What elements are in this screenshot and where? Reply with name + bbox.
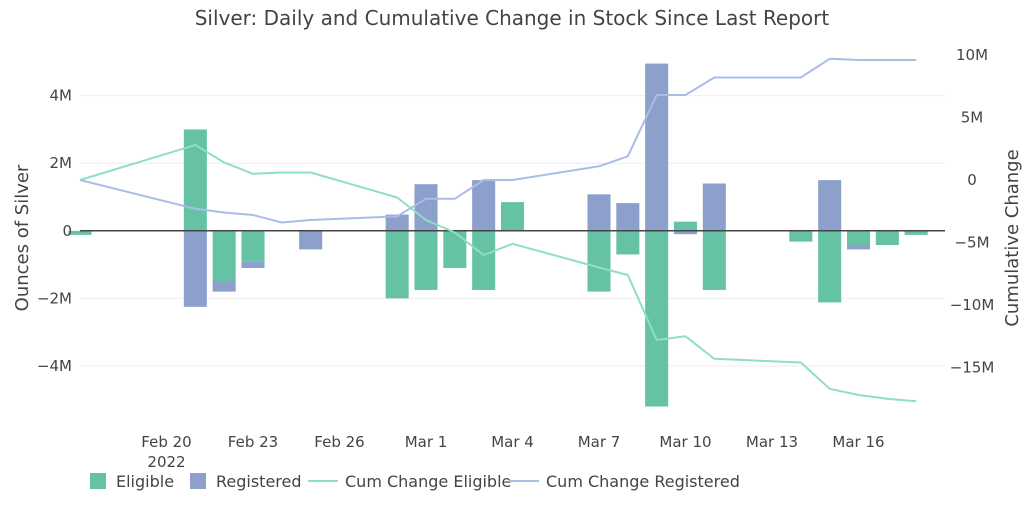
bar-registered-13: [645, 63, 669, 231]
bar-registered-17: [818, 180, 842, 231]
bar-eligible-11: [587, 230, 611, 292]
bar-registered-2: [212, 281, 236, 292]
bar-eligible-19: [875, 230, 899, 245]
y-tick-label-2: 0: [62, 222, 72, 240]
y-axis: 4M 2M 0 −2M −4M: [37, 87, 72, 375]
y-tick-label-3: −2M: [37, 289, 72, 307]
y-tick-label-1: 2M: [50, 154, 73, 172]
legend-swatch-registered: [190, 473, 206, 489]
bar-eligible-6: [385, 230, 409, 299]
y2-tick-label-5: −15M: [950, 359, 995, 377]
y2-tick-label-4: −10M: [950, 296, 995, 314]
x-tick-label-8: Mar 16: [832, 433, 884, 451]
legend-swatch-eligible: [90, 473, 106, 489]
bar-registered-11: [587, 194, 611, 231]
bar-registered-1: [183, 230, 207, 307]
bar-eligible-13: [645, 230, 669, 407]
legend-label-eligible: Eligible: [116, 472, 174, 491]
bar-eligible-18: [846, 230, 871, 247]
x-tick-label-1: Feb 23: [228, 433, 278, 451]
y-axis-title: Ounces of Silver: [12, 164, 33, 311]
bar-eligible-14: [673, 221, 698, 231]
bar-eligible-16: [789, 230, 813, 242]
lines: [79, 57, 917, 403]
bar-eligible-15: [702, 230, 726, 290]
y2-axis: 10M 5M 0 −5M −10M −15M: [950, 46, 995, 377]
bar-eligible-20: [904, 230, 928, 235]
bar-registered-6: [385, 214, 409, 231]
bar-registered-18: [846, 246, 871, 250]
legend-label-cum-change-eligible: Cum Change Eligible: [345, 472, 511, 491]
legend-label-registered: Registered: [216, 472, 302, 491]
bar-eligible-1: [183, 129, 207, 231]
x-tick-label-3: Mar 1: [405, 433, 448, 451]
bar-eligible-9: [472, 230, 496, 290]
y2-tick-label-3: −5M: [954, 234, 989, 252]
x-tick-label-5: Mar 7: [578, 433, 621, 451]
x-tick-label-0: Feb 20: [141, 433, 191, 451]
chart-title: Silver: Daily and Cumulative Change in S…: [195, 6, 830, 30]
y2-tick-label-2: 0: [967, 171, 977, 189]
bar-registered-9: [472, 180, 496, 231]
line-cum-change-eligible: [79, 144, 917, 403]
x-tick-label-7: Mar 13: [746, 433, 798, 451]
y-tick-label-0: 4M: [50, 87, 73, 105]
y2-axis-title: Cumulative Change: [1002, 149, 1023, 326]
x-tick-label-4: Mar 4: [491, 433, 534, 451]
bar-eligible-12: [616, 230, 640, 255]
bar-registered-7: [414, 184, 438, 231]
x-tick-label-6: Mar 10: [659, 433, 711, 451]
legend: Eligible Registered Cum Change Eligible Cum…: [90, 472, 740, 491]
bar-eligible-10: [500, 202, 525, 231]
bar-registered-3: [241, 261, 265, 268]
y2-tick-label-1: 5M: [961, 109, 984, 127]
bar-registered-5: [299, 230, 323, 250]
bar-eligible-17: [818, 230, 842, 303]
y-tick-label-4: −4M: [37, 357, 72, 375]
x-tick-year-label: 2022: [147, 453, 185, 471]
bar-eligible-8: [443, 230, 467, 268]
bar-eligible-7: [414, 230, 438, 290]
x-tick-label-2: Feb 26: [314, 433, 364, 451]
bar-eligible-0: [68, 230, 92, 235]
bar-registered-15: [702, 183, 726, 231]
y2-tick-label-0: 10M: [956, 46, 988, 64]
line-cum-change-registered: [79, 57, 917, 224]
legend-label-cum-change-registered: Cum Change Registered: [546, 472, 740, 491]
bar-registered-12: [616, 203, 640, 231]
bar-eligible-3: [241, 230, 265, 262]
bar-registered-14: [673, 230, 698, 235]
bar-eligible-2: [212, 230, 236, 282]
bars: [68, 63, 928, 407]
x-axis: Feb 20 2022 Feb 23 Feb 26 Mar 1 Mar 4 Mar 7 Mar…: [141, 433, 884, 471]
